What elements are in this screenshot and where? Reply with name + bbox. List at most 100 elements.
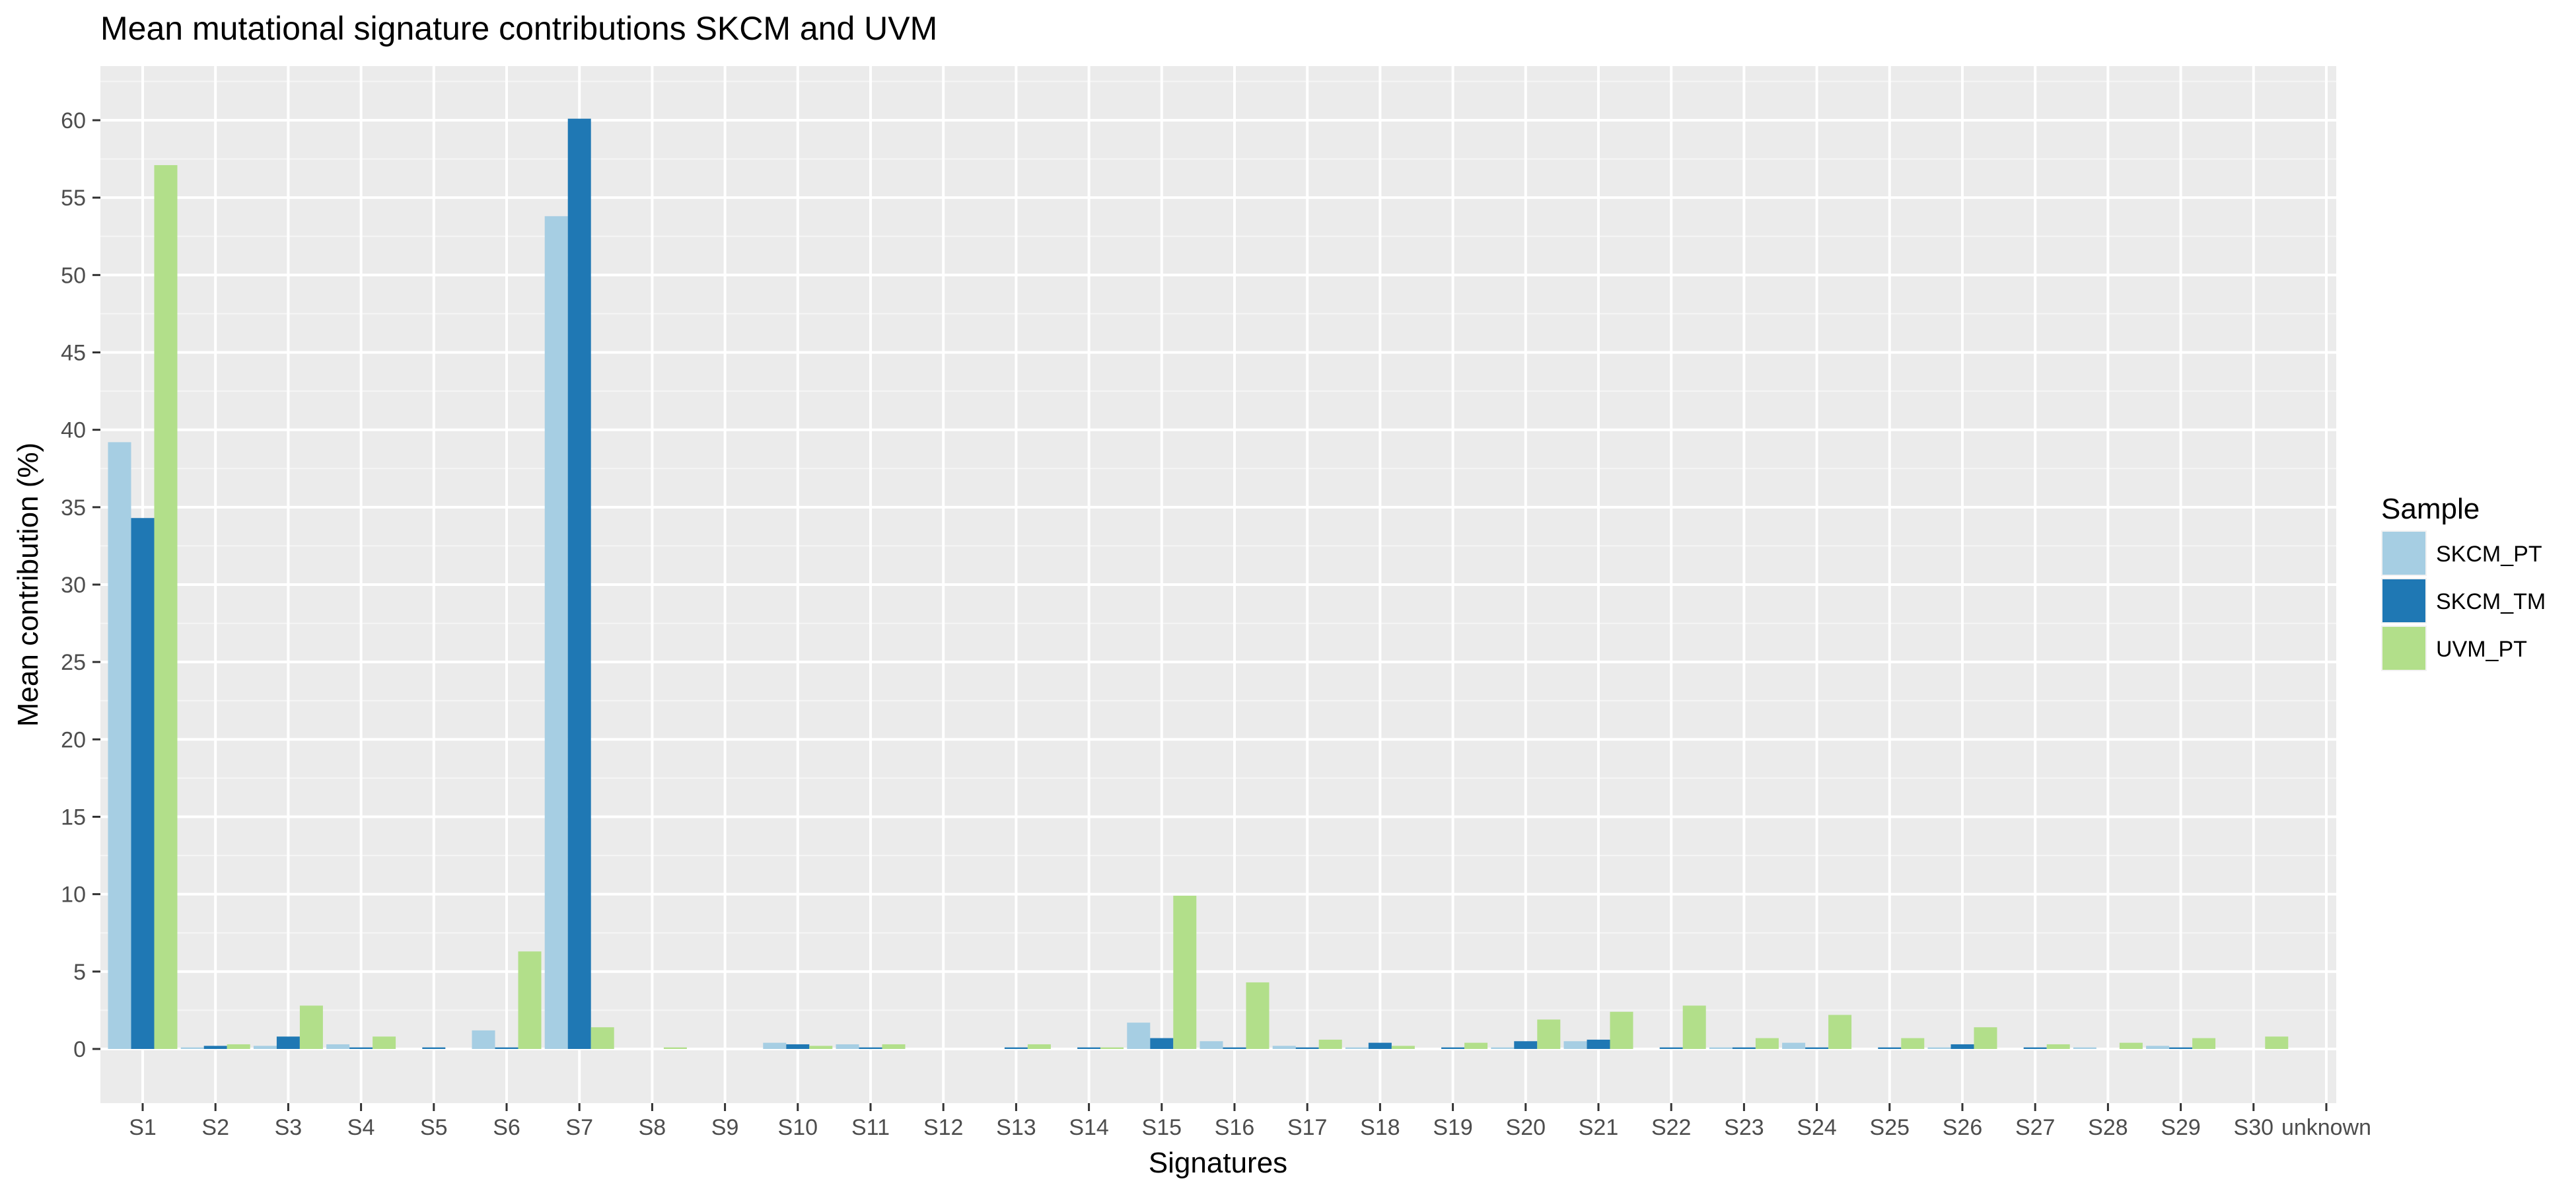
x-tick-label: S6 xyxy=(493,1115,520,1140)
bar-skcm-pt xyxy=(1709,1047,1733,1049)
y-tick-label: 35 xyxy=(61,495,86,521)
bar-skcm-tm xyxy=(1223,1047,1246,1049)
bar-uvm-pt xyxy=(2046,1044,2070,1049)
bar-skcm-tm xyxy=(1004,1047,1028,1049)
bar-skcm-pt xyxy=(1927,1047,1951,1049)
bar-skcm-tm xyxy=(422,1047,446,1049)
bar-uvm-pt xyxy=(1391,1046,1415,1049)
bar-uvm-pt xyxy=(2265,1036,2289,1049)
x-tick-label: S2 xyxy=(201,1115,229,1140)
x-tick-label: S28 xyxy=(2088,1115,2128,1140)
bar-skcm-pt xyxy=(2073,1047,2096,1049)
x-tick-label: S14 xyxy=(1069,1115,1109,1140)
bar-skcm-tm xyxy=(786,1044,810,1049)
bar-uvm-pt xyxy=(590,1027,614,1049)
bar-skcm-pt xyxy=(253,1046,277,1049)
bar-uvm-pt xyxy=(154,164,178,1049)
bar-uvm-pt xyxy=(518,951,542,1049)
y-tick-label: 45 xyxy=(61,341,86,366)
y-tick-label: 50 xyxy=(61,263,86,288)
legend: Sample SKCM_PT SKCM_TM UVM_PT xyxy=(2381,493,2546,671)
bar-skcm-pt xyxy=(2146,1046,2170,1049)
x-tick-label: S27 xyxy=(2015,1115,2056,1140)
bar-skcm-tm xyxy=(1878,1047,1902,1049)
bar-skcm-tm xyxy=(1805,1047,1829,1049)
bar-skcm-tm xyxy=(1659,1047,1683,1049)
bar-uvm-pt xyxy=(1828,1015,1852,1049)
x-tick-label: S20 xyxy=(1506,1115,1546,1140)
bar-skcm-tm xyxy=(1950,1044,1974,1049)
bar-skcm-pt xyxy=(1272,1046,1296,1049)
y-tick-label: 40 xyxy=(61,418,86,443)
legend-label: UVM_PT xyxy=(2436,637,2527,662)
x-tick-label: S30 xyxy=(2234,1115,2274,1140)
bar-uvm-pt xyxy=(1027,1044,1051,1049)
bar-skcm-pt xyxy=(1782,1042,1806,1049)
bar-skcm-tm xyxy=(495,1047,519,1049)
bar-uvm-pt xyxy=(1173,896,1197,1049)
x-tick-label: S29 xyxy=(2161,1115,2201,1140)
x-tick-label: S22 xyxy=(1651,1115,1692,1140)
bar-skcm-pt xyxy=(763,1042,787,1049)
bar-skcm-tm xyxy=(1077,1047,1101,1049)
x-tick-label: S13 xyxy=(996,1115,1036,1140)
x-tick-label: S9 xyxy=(711,1115,739,1140)
x-axis: S1 S2 S3 S4 S5 S6 S7 S8 S9 S10 S11 S12 S13 S14 S15 S16 S… xyxy=(129,1103,2371,1140)
bar-uvm-pt xyxy=(1974,1027,1997,1049)
bar-skcm-pt xyxy=(1491,1047,1515,1049)
bar-skcm-pt xyxy=(326,1044,350,1049)
y-tick-label: 30 xyxy=(61,573,86,598)
bar-skcm-tm xyxy=(2023,1047,2047,1049)
major-gridlines xyxy=(100,66,2336,1103)
x-tick-label: S4 xyxy=(347,1115,375,1140)
bar-uvm-pt xyxy=(1610,1011,1633,1049)
x-tick-label: S10 xyxy=(778,1115,818,1140)
y-tick-label: 0 xyxy=(73,1037,86,1062)
bar-skcm-tm xyxy=(1295,1047,1319,1049)
x-tick-label: S26 xyxy=(1943,1115,1983,1140)
bar-uvm-pt xyxy=(373,1036,396,1049)
bar-uvm-pt xyxy=(882,1044,906,1049)
x-tick-label: S19 xyxy=(1433,1115,1473,1140)
x-tick-label: S1 xyxy=(129,1115,157,1140)
bar-skcm-tm xyxy=(1368,1042,1392,1049)
x-tick-label: S5 xyxy=(420,1115,448,1140)
chart-title: Mean mutational signature contributions … xyxy=(100,10,937,47)
bar-skcm-tm xyxy=(859,1047,882,1049)
bar-skcm-tm xyxy=(567,118,591,1049)
bar-skcm-tm xyxy=(1514,1041,1538,1049)
x-tick-label: S17 xyxy=(1287,1115,1328,1140)
legend-key xyxy=(2382,532,2425,575)
x-tick-label: unknown xyxy=(2281,1115,2371,1140)
x-tick-label: S23 xyxy=(1724,1115,1764,1140)
x-tick-label: S21 xyxy=(1579,1115,1619,1140)
bar-skcm-tm xyxy=(2169,1047,2193,1049)
y-tick-label: 60 xyxy=(61,108,86,133)
legend-key xyxy=(2382,627,2425,670)
bar-uvm-pt xyxy=(2119,1042,2143,1049)
y-tick-label: 20 xyxy=(61,727,86,752)
bar-skcm-pt xyxy=(108,442,131,1049)
bar-uvm-pt xyxy=(227,1044,250,1049)
legend-key xyxy=(2382,579,2425,622)
bar-uvm-pt xyxy=(663,1047,687,1049)
bar-uvm-pt xyxy=(2192,1038,2216,1049)
bar-uvm-pt xyxy=(1464,1042,1488,1049)
bar-skcm-pt xyxy=(836,1044,859,1049)
bar-skcm-tm xyxy=(349,1047,373,1049)
bars xyxy=(108,118,2289,1049)
legend-label: SKCM_PT xyxy=(2436,542,2542,567)
x-tick-label: S25 xyxy=(1870,1115,1910,1140)
y-axis: 0 5 10 15 20 25 30 35 40 45 50 55 60 xyxy=(61,108,100,1062)
y-tick-label: 5 xyxy=(73,960,86,985)
legend-label: SKCM_TM xyxy=(2436,589,2546,614)
bar-skcm-pt xyxy=(1127,1023,1151,1049)
bar-skcm-tm xyxy=(203,1046,227,1049)
x-tick-label: S24 xyxy=(1797,1115,1837,1140)
legend-title: Sample xyxy=(2381,493,2480,525)
bar-skcm-tm xyxy=(1587,1039,1610,1049)
bar-skcm-tm xyxy=(1441,1047,1465,1049)
bar-uvm-pt xyxy=(1246,982,1270,1049)
bar-skcm-pt xyxy=(1345,1047,1369,1049)
